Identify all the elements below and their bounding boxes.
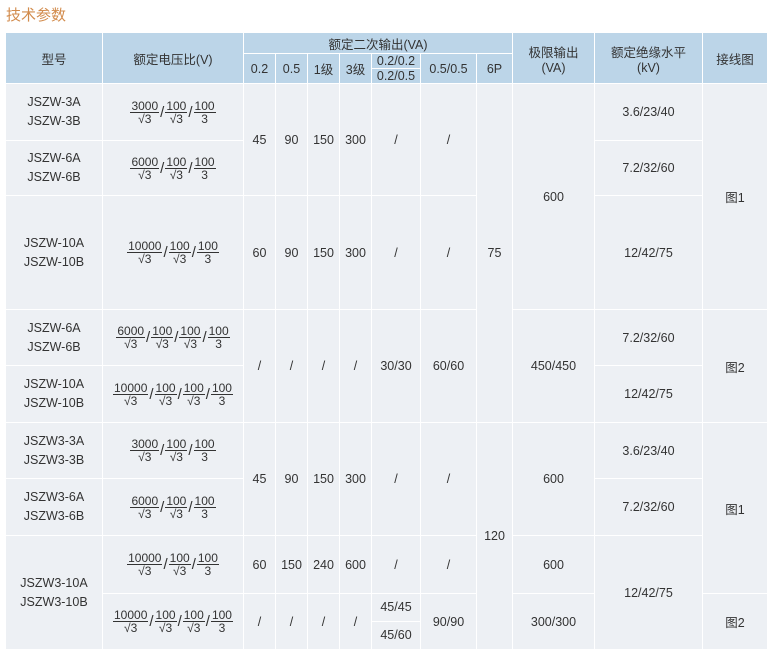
voltage-ratio: 6000 √3/100 √3/100 3 — [102, 140, 244, 196]
header-limit-output: 极限输出 (VA) — [512, 32, 595, 84]
model-name: JSZW-6A JSZW-6B — [5, 309, 103, 366]
table-cell: 45/45 45/60 — [371, 593, 421, 650]
voltage-ratio: 6000 √3/100 √3/100 √3/100 3 — [102, 309, 244, 366]
voltage-ratio: 3000 √3/100 √3/100 3 — [102, 83, 244, 141]
header-secondary-output: 额定二次输出(VA) — [243, 32, 513, 54]
header-wiring: 接线图 — [702, 32, 768, 84]
spec-table: 型号 额定电压比(V) 额定二次输出(VA) 极限输出 (VA) 额定绝缘水平 (k… — [5, 32, 768, 650]
table-cell: / — [420, 195, 477, 310]
header-class: 0.5 — [275, 53, 308, 84]
table-row: JSZW-6A JSZW-6B 6000 √3/100 √3/100 3 7.2/32/60 — [5, 140, 768, 196]
table-cell: / — [243, 593, 276, 650]
table-cell: 12/42/75 — [594, 365, 703, 423]
header-model: 型号 — [5, 32, 103, 84]
table-cell: 图1 — [702, 422, 768, 594]
table-cell: 150 — [307, 83, 340, 196]
header-class: 0.2 — [243, 53, 276, 84]
table-row: JSZW-6A JSZW-6B 6000 √3/100 √3/100 √3/100 3// /… — [5, 309, 768, 423]
table-cell: 60/60 — [420, 309, 477, 423]
header-class: 0.2/0.2 0.2/0.5 — [371, 53, 421, 84]
table-cell: / — [339, 593, 372, 650]
table-row: JSZW3-10A JSZW3-10B 10000 √3/100 √3/100 3 60 15… — [5, 535, 768, 650]
table-cell: 60 — [243, 195, 276, 310]
table-cell: 图1 — [702, 83, 768, 310]
table-row: JSZW-10A JSZW-10B 10000 √3/100 √3/100 √3/100 3… — [5, 365, 768, 423]
table-cell: / — [371, 83, 421, 196]
header-class: 0.5/0.5 — [420, 53, 477, 84]
table-cell: 90 — [275, 195, 308, 310]
table-row: 10000 √3/100 √3/100 √3/100 3// //45/45 45/60 90… — [6, 593, 768, 650]
table-cell: 150 — [307, 422, 340, 536]
model-name: JSZW3-3A JSZW3-3B — [5, 422, 103, 479]
model-name: JSZW-10A JSZW-10B — [5, 195, 103, 310]
table-cell: / — [420, 422, 477, 536]
table-row: JSZW3-6A JSZW3-6B 6000 √3/100 √3/100 3 7.2/32/… — [5, 478, 768, 536]
model-name: JSZW-10A JSZW-10B — [5, 365, 103, 423]
table-cell: / — [371, 422, 421, 536]
table-cell: 600 — [512, 83, 595, 310]
table-cell: / — [339, 309, 372, 423]
table-cell: 600 — [512, 535, 595, 594]
table-cell: / — [307, 593, 340, 650]
table-cell: 90 — [275, 83, 308, 196]
table-cell: 300 — [339, 83, 372, 196]
table-cell: 90/90 — [420, 593, 477, 650]
table-cell: 45 — [243, 422, 276, 536]
table-cell: / — [420, 535, 477, 594]
table-cell: 45 — [243, 83, 276, 196]
table-cell: 150 — [275, 535, 308, 594]
model-name: JSZW-3A JSZW-3B — [5, 83, 103, 141]
table-cell: 60 — [243, 535, 276, 594]
section-title: 技术参数 — [6, 7, 67, 24]
table-cell: 7.2/32/60 — [594, 140, 703, 196]
voltage-ratio: 10000 √3/100 √3/100 3 — [102, 195, 244, 310]
table-cell: 75 — [476, 83, 513, 423]
table-cell: / — [420, 83, 477, 196]
voltage-ratio: 3000 √3/100 √3/100 3 — [102, 422, 244, 479]
model-name: JSZW3-10A JSZW3-10B — [5, 535, 103, 650]
table-cell: 300/300 — [512, 593, 595, 650]
voltage-ratio: 10000 √3/100 √3/100 3 — [102, 535, 244, 594]
table-cell: 12/42/75 — [594, 195, 703, 310]
table-cell: 600 — [339, 535, 372, 594]
model-name: JSZW-6A JSZW-6B — [5, 140, 103, 196]
header-ratio: 额定电压比(V) — [102, 32, 244, 84]
table-cell: / — [275, 593, 308, 650]
table-cell: 图2 — [702, 593, 768, 650]
table-cell: / — [307, 309, 340, 423]
table-cell: 150 — [307, 195, 340, 310]
header-class: 6P — [476, 53, 513, 84]
table-cell: 300 — [339, 422, 372, 536]
table-cell: 600 — [512, 422, 595, 536]
table-cell: 3.6/23/40 — [594, 83, 703, 141]
table-cell: 90 — [275, 422, 308, 536]
table-cell: 12/42/75 — [594, 535, 703, 650]
header-class: 3级 — [339, 53, 372, 84]
voltage-ratio: 10000 √3/100 √3/100 √3/100 3 — [102, 593, 244, 650]
table-cell: / — [275, 309, 308, 423]
table-cell: / — [243, 309, 276, 423]
model-name: JSZW3-6A JSZW3-6B — [5, 478, 103, 536]
table-cell: 7.2/32/60 — [594, 309, 703, 366]
table-cell: 3.6/23/40 — [594, 422, 703, 479]
header-class: 1级 — [307, 53, 340, 84]
table-row: JSZW-3A JSZW-3B 3000 √3/100 √3/100 3 45 90 150 30… — [5, 83, 768, 423]
table-cell: 7.2/32/60 — [594, 478, 703, 536]
table-cell: 图2 — [702, 309, 768, 423]
table-row: JSZW-10A JSZW-10B 10000 √3/100 √3/100 3 60 90 15… — [5, 195, 768, 310]
table-cell: 30/30 — [371, 309, 421, 423]
table-cell: / — [371, 535, 421, 594]
table-cell: 450/450 — [512, 309, 595, 423]
header-insulation: 额定绝缘水平 (kV) — [594, 32, 703, 84]
table-cell: / — [371, 195, 421, 310]
table-cell: 120 — [476, 422, 513, 650]
table-cell: 240 — [307, 535, 340, 594]
table-row: JSZW3-3A JSZW3-3B 3000 √3/100 √3/100 3 45 90 150… — [5, 422, 768, 650]
voltage-ratio: 10000 √3/100 √3/100 √3/100 3 — [102, 365, 244, 423]
table-cell: 300 — [339, 195, 372, 310]
voltage-ratio: 6000 √3/100 √3/100 3 — [102, 478, 244, 536]
